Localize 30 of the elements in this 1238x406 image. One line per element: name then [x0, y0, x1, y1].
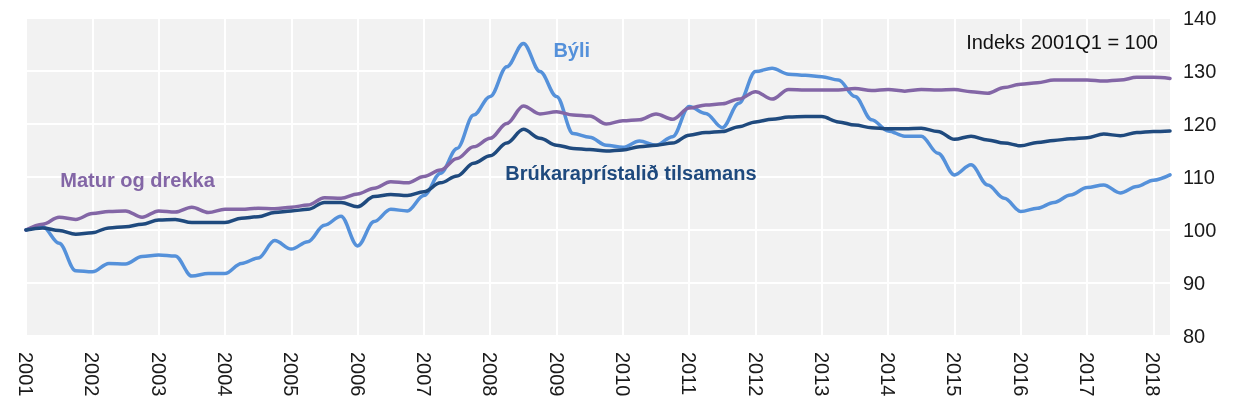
x-tick-label: 2002 — [81, 352, 104, 397]
y-tick-label: 120 — [1183, 113, 1217, 135]
x-tick-label: 2013 — [810, 352, 833, 397]
y-tick-label: 140 — [1183, 7, 1217, 29]
y-tick-label: 100 — [1183, 219, 1217, 241]
x-tick-label: 2009 — [545, 352, 568, 397]
line-series — [24, 114, 1172, 236]
x-tick-label: 2006 — [346, 352, 369, 397]
x-tick-label: 2011 — [678, 352, 701, 396]
y-tick-label: 90 — [1183, 272, 1206, 294]
annotation: Indeks 2001Q1 = 100 — [966, 31, 1158, 53]
series-label: Matur og drekka — [60, 168, 216, 191]
x-tick-label: 2010 — [611, 352, 634, 397]
x-tick-label: 2001 — [15, 352, 37, 397]
y-tick-label: 80 — [1183, 325, 1206, 347]
series-label: Býli — [553, 38, 591, 61]
x-tick-label: 2008 — [479, 352, 502, 397]
x-tick-label: 2015 — [943, 352, 966, 397]
x-tick-label: 2005 — [280, 352, 303, 397]
x-tick-label: 2016 — [1009, 352, 1032, 397]
x-tick-label: 2003 — [147, 352, 170, 397]
x-tick-label: 2014 — [877, 352, 900, 397]
x-tick-label: 2017 — [1076, 352, 1099, 397]
y-tick-label: 130 — [1183, 60, 1217, 82]
series-label: Brúkaraprístalið tilsamans — [505, 161, 757, 184]
x-tick-label: 2018 — [1142, 352, 1165, 397]
x-tick-label: 2012 — [744, 352, 767, 397]
y-tick-label: 110 — [1183, 166, 1215, 188]
x-tick-label: 2004 — [213, 352, 236, 397]
x-tick-label: 2007 — [412, 352, 435, 397]
